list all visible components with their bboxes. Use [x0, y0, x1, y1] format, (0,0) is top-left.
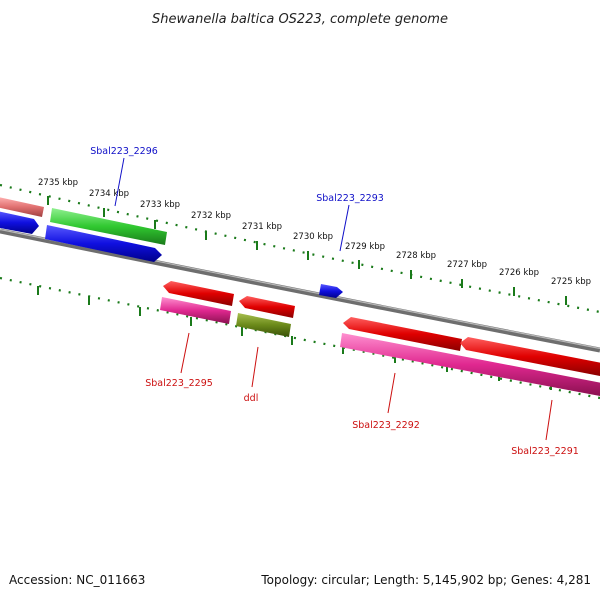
- leader-sbal223-2293: [339, 204, 350, 252]
- tick-label: 2727 kbp: [447, 260, 487, 270]
- gene-label-sbal223-2291: Sbal223_2291: [511, 446, 579, 457]
- leader-sbal223-2295: [180, 332, 190, 374]
- gene-feature-sbal223-2296: [50, 208, 167, 245]
- tick-label: 2728 kbp: [396, 251, 436, 261]
- tick-label: 2735 kbp: [38, 178, 78, 188]
- tick-label: 2726 kbp: [499, 268, 539, 278]
- leader-sbal223-2296: [114, 157, 125, 207]
- gene-feature-sbal223-2295: [160, 297, 231, 324]
- accession-text: Accession: NC_011663: [9, 573, 146, 587]
- cds-reverse-sbal223-2295: [163, 281, 234, 306]
- tick-label: 2734 kbp: [89, 189, 129, 199]
- cds-reverse-sbal223-2291: [460, 337, 600, 376]
- cds-reverse-sbal223-2292: [343, 317, 462, 351]
- tick-label: 2725 kbp: [551, 277, 591, 287]
- cds-forward-sbal223-2296: [45, 225, 162, 262]
- tick-label: 2731 kbp: [242, 222, 282, 232]
- cds-forward-sbal223-2293: [319, 284, 343, 298]
- map-title: Shewanella baltica OS223, complete genom…: [152, 12, 448, 27]
- gene-label-ddl: ddl: [244, 393, 259, 404]
- tick-label: 2729 kbp: [345, 242, 385, 252]
- tick-label: 2733 kbp: [140, 200, 180, 210]
- gene-feature-sbal223-2292-2291: [340, 333, 600, 396]
- gene-label-sbal223-2295: Sbal223_2295: [145, 378, 213, 389]
- gene-feature-ddl: [236, 313, 291, 337]
- gene-label-sbal223-2292: Sbal223_2292: [352, 420, 420, 431]
- outer-major-ticks: [47, 196, 567, 305]
- tick-label: 2732 kbp: [191, 211, 231, 221]
- leader-sbal223-2291: [545, 399, 553, 441]
- topology-text: Topology: circular; Length: 5,145,902 bp…: [261, 573, 591, 587]
- genome-backbone: [0, 228, 600, 353]
- gene-label-sbal223-2293: Sbal223_2293: [316, 193, 384, 204]
- tick-label: 2730 kbp: [293, 232, 333, 242]
- leader-sbal223-2292: [387, 372, 396, 414]
- cds-forward-left: [0, 211, 39, 234]
- gene-label-sbal223-2296: Sbal223_2296: [90, 146, 158, 157]
- leader-ddl: [251, 346, 259, 388]
- cds-reverse-ddl: [239, 296, 295, 318]
- gene-feature-faded: [0, 197, 44, 217]
